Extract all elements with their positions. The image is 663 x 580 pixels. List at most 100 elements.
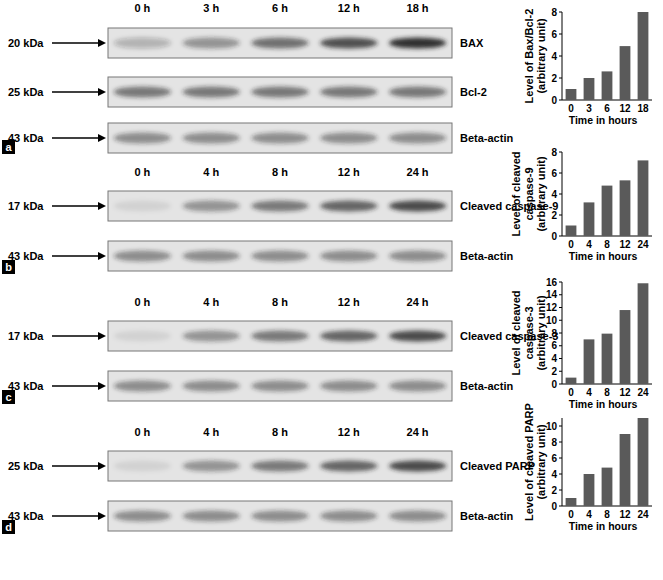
band [182,201,240,212]
band [320,38,378,49]
y-tick [559,358,562,359]
bar [638,160,649,236]
lane-label: 12 h [338,2,360,14]
band [251,201,309,212]
arrow [52,385,102,387]
blot-strip [108,451,452,481]
y-tick [559,442,562,443]
band [320,201,378,212]
band [320,381,378,392]
band [389,38,447,49]
band [182,251,240,262]
x-tick-label: 12 [619,509,631,520]
bar [620,46,631,100]
x-tick-label: 24 [637,387,649,398]
band [114,331,172,342]
y-tick [559,320,562,321]
panel-letter-box [2,520,15,534]
y-tick-label: 14 [546,289,558,300]
y-axis [562,418,563,506]
band [182,381,240,392]
y-axis-label-line: (arbitrary unit) [535,424,547,500]
y-tick [559,506,562,507]
panel-letter: b [5,261,12,273]
band [182,511,240,522]
y-axis-label-line: caspase-3 [523,306,535,359]
band [389,511,447,522]
y-axis-label-line: Level of Bax/Bcl-2 [523,9,535,104]
y-tick [559,12,562,13]
chart: 02468100481224Time in hoursLevel of clea… [523,403,653,532]
y-tick [559,78,562,79]
y-axis-label-line: (arbitrary unit) [535,156,547,232]
lane-label: 4 h [203,166,219,178]
x-tick-label: 4 [586,387,592,398]
y-tick [559,474,562,475]
band [251,38,309,49]
y-tick-label: 2 [551,210,557,221]
x-tick-label: 24 [637,509,649,520]
bars [566,160,649,236]
lane-label: 4 h [203,426,219,438]
lane-label: 12 h [338,166,360,178]
x-tick-label: 6 [604,103,610,114]
y-tick-label: 16 [546,277,558,288]
x-tick-label: 0 [568,509,574,520]
y-axis-label: Level of cleavedcaspase-3(arbitrary unit… [510,291,547,376]
bar [638,283,649,384]
bars [566,418,649,506]
lane-label: 8 h [272,166,288,178]
bar [566,498,577,506]
y-axis-label: Level of cleaved PARP(arbitrary unit) [523,403,548,521]
arrow [52,205,102,207]
band [320,251,378,262]
panel-letter-box [2,260,15,274]
x-axis-label: Time in hours [569,398,638,410]
y-tick-label: 6 [551,453,557,464]
arrow-head [98,512,106,520]
y-tick [559,371,562,372]
bar [602,186,613,236]
row-label: Beta-actin [460,250,513,262]
chart: 02468101214160481224Time in hoursLevel o… [510,277,652,411]
arrow-head [98,39,106,47]
lane-label: 12 h [338,426,360,438]
y-tick-label: 0 [551,501,557,512]
arrow-head [98,382,106,390]
band [389,87,447,98]
blot-strip [108,321,452,351]
lane-label: 18 h [407,2,429,14]
x-tick-label: 0 [568,387,574,398]
y-tick-label: 2 [551,485,557,496]
arrow-head [98,462,106,470]
band [251,331,309,342]
row-label: Beta-actin [460,380,513,392]
lane-label: 4 h [203,296,219,308]
y-tick-label: 6 [551,29,557,40]
band [114,201,172,212]
y-tick-label: 4 [551,353,557,364]
bar [620,180,631,236]
y-tick [559,100,562,101]
y-tick-label: 8 [551,147,557,158]
y-tick [559,215,562,216]
lane-label: 0 h [134,166,150,178]
x-tick-label: 8 [604,239,610,250]
blot-strip [108,123,452,153]
arrow-head [98,202,106,210]
row-label: Beta-actin [460,132,513,144]
band [251,133,309,144]
mw-label: 25 kDa [8,460,44,472]
row-label: Bcl-2 [460,86,487,98]
y-tick [559,345,562,346]
band [114,381,172,392]
arrow [52,515,102,517]
y-tick [559,173,562,174]
lane-label: 24 h [407,296,429,308]
bar [566,378,577,384]
x-axis-label: Time in hours [569,250,638,262]
x-tick-label: 12 [619,387,631,398]
y-tick-label: 0 [551,231,557,242]
bars [566,12,649,100]
y-tick [559,307,562,308]
